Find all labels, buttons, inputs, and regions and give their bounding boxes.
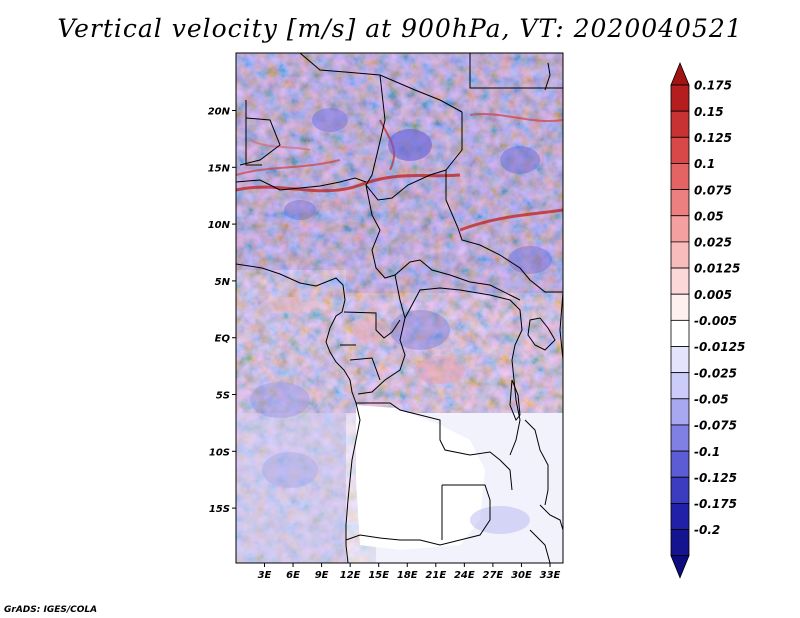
colorbar-label: -0.2 (694, 523, 720, 537)
lat-tick-label: 15S (209, 504, 230, 515)
colorbar-swatch (670, 215, 690, 243)
colorbar-label: -0.005 (694, 314, 737, 328)
lon-tick-label: 30E (511, 570, 532, 581)
lon-tick-label: 21E (425, 570, 446, 581)
sahel-band (236, 173, 461, 193)
southern-blank-area (356, 405, 485, 550)
colorbar-bottom-arrow (670, 555, 690, 579)
colorbar-label: 0.125 (694, 131, 732, 145)
colorbar-label: -0.175 (694, 497, 737, 511)
lon-tick-label: 24E (454, 570, 475, 581)
colorbar-swatch (670, 189, 690, 217)
colorbar-swatch (670, 136, 690, 164)
colorbar-label: -0.025 (694, 366, 737, 380)
lat-tick-label: 10S (209, 447, 230, 458)
lat-tick-label: 10N (208, 220, 231, 231)
colorbar-label: -0.0125 (694, 340, 745, 354)
colorbar-label: 0.005 (694, 288, 732, 302)
lon-tick-label: 9E (315, 570, 329, 581)
colorbar-swatch (670, 346, 690, 374)
lon-tick-label: 27E (483, 570, 504, 581)
colorbar-swatch (670, 476, 690, 504)
colorbar-label: 0.075 (694, 183, 732, 197)
colorbar-swatch (670, 398, 690, 426)
colorbar-label: 0.0125 (694, 262, 740, 276)
lon-tick-label: 3E (258, 570, 272, 581)
colorbar-swatch (670, 267, 690, 295)
colorbar-swatch (670, 163, 690, 190)
colorbar-swatch (670, 372, 690, 400)
lon-tick-label: 15E (368, 570, 389, 581)
colorbar-swatch (670, 502, 690, 530)
colorbar-label: -0.125 (694, 471, 737, 485)
colorbar-label: 0.05 (694, 209, 724, 223)
longitude-axis: 3E 6E 9E 12E 15E 18E 21E 24E 27E 30E 33E (258, 563, 561, 581)
lat-tick-label: 5N (215, 277, 231, 288)
lat-tick-label: 5S (216, 391, 230, 402)
colorbar-label: 0.1 (694, 157, 715, 171)
lon-tick-label: 6E (286, 570, 300, 581)
colorbar-label: -0.075 (694, 419, 737, 433)
colorbar-swatch (670, 450, 690, 478)
colorbar-swatch (670, 241, 690, 269)
lat-tick-label: 15N (208, 163, 231, 174)
colorbar-label: 0.15 (694, 105, 724, 119)
lat-tick-label: EQ (215, 334, 231, 345)
lat-tick-label: 20N (208, 107, 231, 118)
colorbar: 0.175 0.15 0.125 0.1 0.075 0.05 0.025 0.0125 0.0… (670, 61, 745, 579)
colorbar-swatch (670, 319, 690, 347)
latitude-axis: 20N 15N 10N 5N EQ 5S 10S 15S (208, 107, 236, 515)
colorbar-top-arrow (670, 61, 690, 86)
chart-title: Vertical velocity [m/s] at 900hPa, VT: 2… (57, 14, 743, 43)
coastlines-borders (236, 53, 563, 563)
colorbar-label: -0.05 (694, 392, 729, 406)
colorbar-swatch (670, 84, 690, 112)
colorbar-swatch (670, 529, 690, 557)
colorbar-swatch (670, 110, 690, 138)
credit-text: GrADS: IGES/COLA (4, 605, 97, 615)
lon-tick-label: 18E (397, 570, 418, 581)
colorbar-swatch (670, 424, 690, 452)
lon-tick-label: 33E (540, 570, 561, 581)
velocity-field (236, 53, 563, 563)
colorbar-label: -0.1 (694, 445, 720, 459)
plot-frame (235, 52, 564, 564)
lon-tick-label: 12E (340, 570, 361, 581)
colorbar-label: 0.175 (694, 79, 732, 93)
colorbar-label: 0.025 (694, 236, 732, 250)
colorbar-swatch (670, 293, 690, 321)
